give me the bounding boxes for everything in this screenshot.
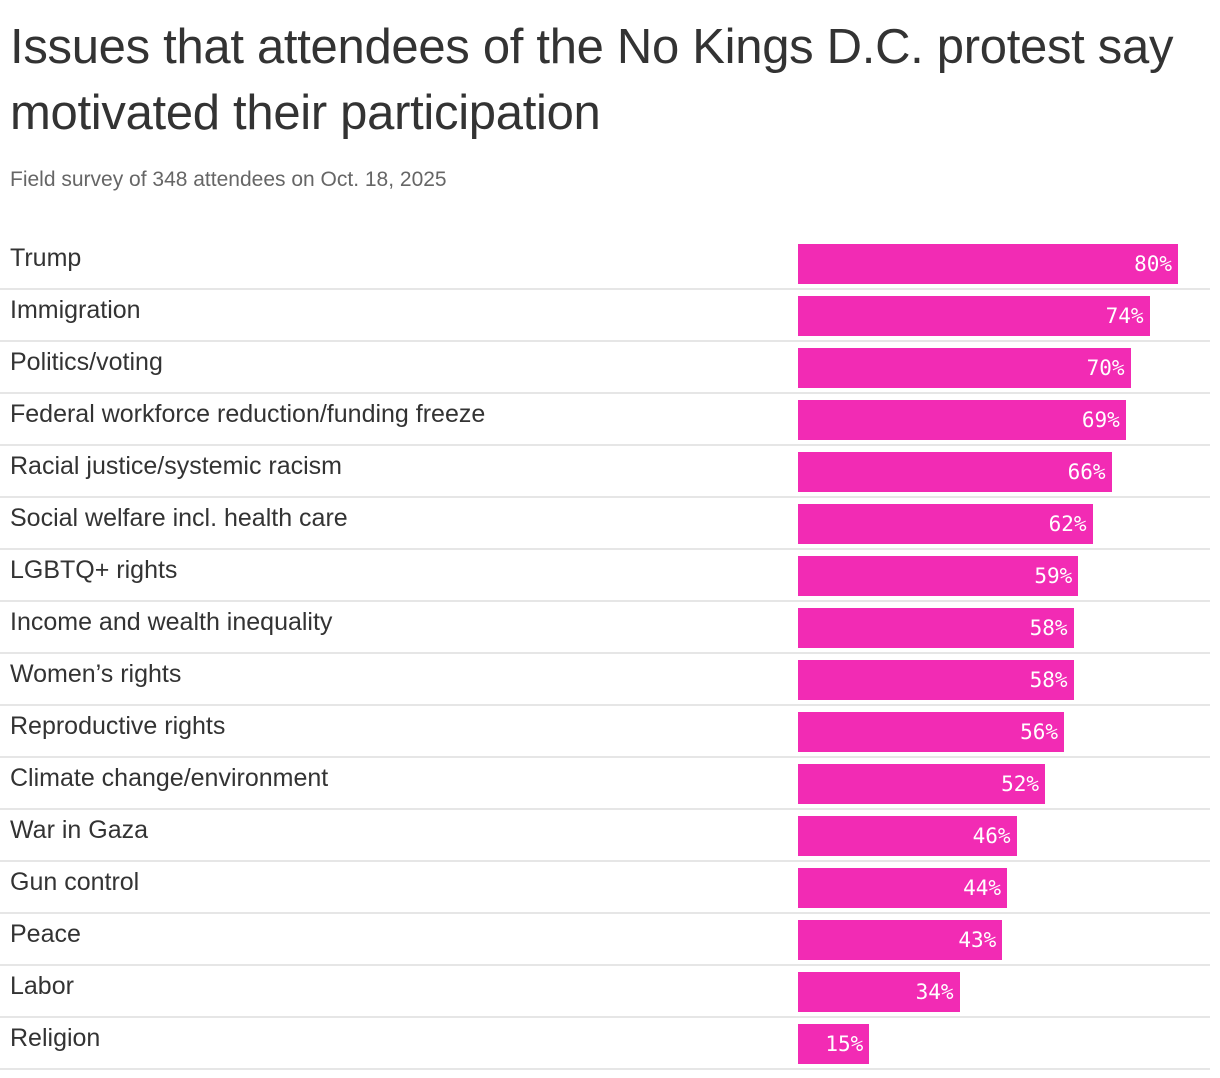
row-divider bbox=[0, 1068, 1210, 1070]
row-divider bbox=[0, 704, 1210, 706]
value-label: 80% bbox=[1134, 252, 1172, 276]
bar-row: Reproductive rights 56% bbox=[0, 706, 1210, 758]
category-label: Peace bbox=[10, 920, 81, 948]
bar-row: LGBTQ+ rights 59% bbox=[0, 550, 1210, 602]
bar bbox=[798, 1024, 870, 1064]
value-label: 74% bbox=[1105, 304, 1144, 328]
row-divider bbox=[0, 288, 1210, 290]
category-label: LGBTQ+ rights bbox=[10, 556, 178, 584]
row-divider bbox=[0, 444, 1210, 446]
category-label: Climate change/environment bbox=[10, 764, 329, 792]
category-label: Immigration bbox=[10, 296, 141, 324]
row-divider bbox=[0, 1016, 1210, 1018]
value-label: 56% bbox=[1020, 720, 1058, 744]
value-label: 70% bbox=[1086, 356, 1125, 380]
bar-row: Income and wealth inequality 58% bbox=[0, 602, 1210, 654]
row-divider bbox=[0, 496, 1210, 498]
bar bbox=[798, 348, 1131, 388]
bar bbox=[798, 660, 1074, 700]
bar-row: Social welfare incl. health care 62% bbox=[0, 498, 1210, 550]
row-divider bbox=[0, 652, 1210, 654]
bar bbox=[798, 556, 1079, 596]
value-label: 15% bbox=[825, 1032, 864, 1056]
bar bbox=[798, 452, 1112, 492]
chart-title: Issues that attendees of the No Kings D.… bbox=[10, 20, 1174, 140]
value-label: 43% bbox=[958, 928, 997, 952]
bar-chart: Trump 80% Immigration 74% Politics/voting 70%… bbox=[0, 238, 1210, 1070]
row-divider bbox=[0, 964, 1210, 966]
category-label: War in Gaza bbox=[10, 816, 149, 844]
category-label: Income and wealth inequality bbox=[10, 608, 333, 636]
bar-row: Women’s rights 58% bbox=[0, 654, 1210, 706]
bar bbox=[798, 712, 1064, 752]
bar bbox=[798, 608, 1074, 648]
category-label: Politics/voting bbox=[10, 348, 163, 376]
value-label: 44% bbox=[963, 876, 1001, 900]
category-label: Religion bbox=[10, 1024, 101, 1052]
row-divider bbox=[0, 340, 1210, 342]
value-label: 59% bbox=[1034, 564, 1073, 588]
bar-row: Labor 34% bbox=[0, 966, 1210, 1018]
row-divider bbox=[0, 756, 1210, 758]
category-label: Federal workforce reduction/funding free… bbox=[10, 400, 486, 428]
value-label: 62% bbox=[1048, 512, 1087, 536]
bar-row: Climate change/environment 52% bbox=[0, 758, 1210, 810]
row-divider bbox=[0, 860, 1210, 862]
chart-subtitle: Field survey of 348 attendees on Oct. 18… bbox=[10, 168, 447, 191]
bar bbox=[798, 764, 1045, 804]
value-label: 34% bbox=[915, 980, 954, 1004]
value-label: 66% bbox=[1067, 460, 1106, 484]
row-divider bbox=[0, 548, 1210, 550]
bar-row: Politics/voting 70% bbox=[0, 342, 1210, 394]
bar bbox=[798, 972, 960, 1012]
value-label: 46% bbox=[972, 824, 1011, 848]
bar-row: Trump 80% bbox=[0, 238, 1210, 290]
value-label: 52% bbox=[1001, 772, 1039, 796]
row-divider bbox=[0, 808, 1210, 810]
value-label: 69% bbox=[1081, 408, 1120, 432]
value-label: 58% bbox=[1029, 668, 1068, 692]
row-divider bbox=[0, 912, 1210, 914]
row-divider bbox=[0, 392, 1210, 394]
bar-row: Peace 43% bbox=[0, 914, 1210, 966]
bar-row: War in Gaza 46% bbox=[0, 810, 1210, 862]
value-label: 58% bbox=[1029, 616, 1068, 640]
category-label: Social welfare incl. health care bbox=[10, 504, 348, 532]
bar bbox=[798, 296, 1150, 336]
bar bbox=[798, 504, 1093, 544]
row-divider bbox=[0, 600, 1210, 602]
category-label: Gun control bbox=[10, 868, 140, 896]
bar bbox=[798, 920, 1003, 960]
bar-row: Gun control 44% bbox=[0, 862, 1210, 914]
bar-row: Immigration 74% bbox=[0, 290, 1210, 342]
category-label: Trump bbox=[10, 244, 82, 272]
bar bbox=[798, 816, 1017, 856]
bar bbox=[798, 244, 1178, 284]
bar bbox=[798, 400, 1126, 440]
bar-row: Racial justice/systemic racism 66% bbox=[0, 446, 1210, 498]
category-label: Labor bbox=[10, 972, 74, 1000]
bar bbox=[798, 868, 1007, 908]
bar-row: Religion 15% bbox=[0, 1018, 1210, 1070]
category-label: Reproductive rights bbox=[10, 712, 226, 740]
bar-row: Federal workforce reduction/funding free… bbox=[0, 394, 1210, 446]
category-label: Women’s rights bbox=[10, 660, 182, 688]
category-label: Racial justice/systemic racism bbox=[10, 452, 343, 480]
